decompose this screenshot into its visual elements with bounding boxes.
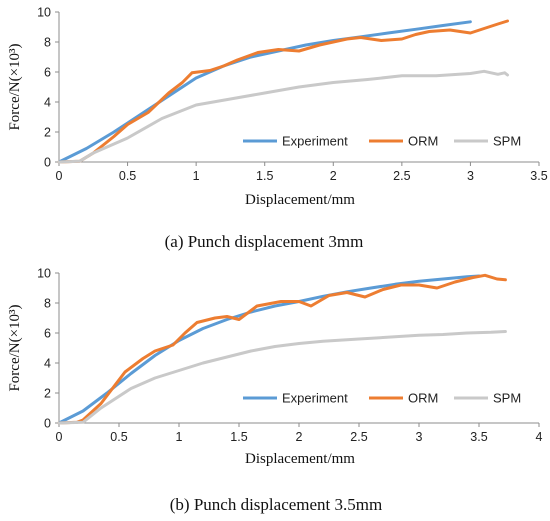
chart-b-ylabel: Force/N(×10³)	[7, 304, 23, 391]
chart-a-y-tick-label: 6	[44, 66, 51, 80]
chart-b-x-tick-label: 1.5	[230, 430, 247, 444]
chart-b-x-tick-label: 4	[536, 430, 543, 444]
chart-a-ylabel: Force/N(×10³)	[7, 43, 23, 130]
chart-a-y-tick-label: 10	[37, 6, 51, 20]
chart-b-y-tick-label: 10	[37, 267, 51, 281]
chart-a-legend-label-experiment: Experiment	[282, 134, 348, 149]
chart-b-x-tick-label: 2	[296, 430, 303, 444]
chart-b-y-tick-label: 0	[44, 417, 51, 431]
chart-a-y-tick-label: 0	[44, 156, 51, 170]
chart-b: 0 0.5 1 1.5 2 2.5 3 3.5 4 0 2 4 6 8 10 Experiment ORM SPM…	[7, 267, 543, 515]
chart-b-y-tick-label: 8	[44, 297, 51, 311]
chart-a-y-tick-label: 2	[44, 126, 51, 140]
chart-b-x-tick-label: 1	[176, 430, 183, 444]
chart-b-series-orm	[57, 273, 507, 425]
chart-b-x-tick-label: 3.5	[470, 430, 487, 444]
chart-b-y-tick-label: 6	[44, 327, 51, 341]
chart-b-legend-label-spm: SPM	[493, 391, 521, 406]
chart-a-xlabel: Displacement/mm	[245, 192, 355, 208]
chart-a-series-orm	[57, 19, 509, 164]
chart-b-x-tick-label: 2.5	[350, 430, 367, 444]
chart-b-x-tick-label: 3	[416, 430, 423, 444]
chart-b-series-spm	[57, 330, 507, 425]
chart-b-plot-area: 0 0.5 1 1.5 2 2.5 3 3.5 4 0 2 4 6 8 10 Experiment ORM SPM	[37, 267, 542, 445]
chart-b-caption: (b) Punch displacement 3.5mm	[170, 495, 382, 514]
chart-a-plot-area: 0 0.5 1 1.5 2 2.5 3 3.5 0 2 4 6 8 10 Experiment ORM SPM	[37, 6, 548, 184]
chart-b-xlabel: Displacement/mm	[245, 451, 355, 467]
chart-a-x-tick-label: 0.5	[119, 169, 136, 183]
chart-a-series-spm	[57, 69, 509, 164]
chart-a-caption: (a) Punch displacement 3mm	[165, 232, 364, 251]
chart-b-series-experiment	[57, 274, 481, 425]
chart-a-legend-label-orm: ORM	[408, 134, 438, 149]
chart-b-y-tick-label: 4	[44, 357, 51, 371]
chart-b-y-tick-label: 2	[44, 387, 51, 401]
chart-a-x-tick-label: 2.5	[393, 169, 410, 183]
chart-a-y-tick-label: 8	[44, 36, 51, 50]
chart-a-x-tick-label: 1	[193, 169, 200, 183]
chart-a-x-tick-label: 1.5	[256, 169, 273, 183]
chart-b-x-tick-label: 0.5	[110, 430, 127, 444]
chart-a-legend-label-spm: SPM	[493, 134, 521, 149]
chart-b-legend-label-experiment: Experiment	[282, 391, 348, 406]
chart-a-x-tick-label: 3.5	[530, 169, 547, 183]
chart-a-x-tick-label: 3	[467, 169, 474, 183]
chart-a-x-tick-label: 2	[330, 169, 337, 183]
chart-b-legend-label-orm: ORM	[408, 391, 438, 406]
chart-b-x-tick-label: 0	[56, 430, 63, 444]
chart-a-y-tick-label: 4	[44, 96, 51, 110]
chart-a-x-tick-label: 0	[56, 169, 63, 183]
